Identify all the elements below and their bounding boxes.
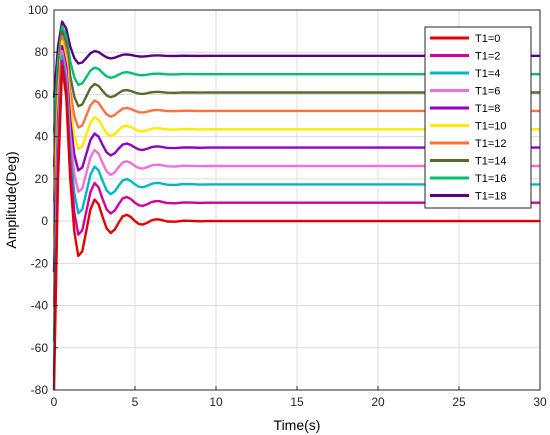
- x-tick-label: 15: [290, 395, 304, 409]
- legend-label: T1=8: [475, 103, 500, 115]
- x-tick-label: 30: [533, 395, 547, 409]
- series-line: [52, 59, 540, 377]
- y-axis-title: Amplitude(Deg): [3, 151, 19, 248]
- y-tick-label: 80: [35, 45, 49, 59]
- legend: T1=0 T1=2 T1=4 T1=6 T1=8 T1=10 T1=12 T1=14 T1=16…: [424, 26, 532, 209]
- y-tick-label: -60: [31, 341, 49, 355]
- series-line: [52, 30, 540, 168]
- y-tick-label: -20: [31, 256, 49, 270]
- y-tick-label: 40: [35, 130, 49, 144]
- x-tick-label: 10: [209, 395, 223, 409]
- series-line: [52, 64, 540, 391]
- series-line: [52, 35, 540, 203]
- y-tick-label: 60: [35, 87, 49, 101]
- x-tick-label: 20: [371, 395, 385, 409]
- legend-label: T1=14: [475, 156, 507, 168]
- legend-label: T1=18: [475, 191, 507, 203]
- series-line: [52, 40, 540, 238]
- series-line: [52, 20, 540, 98]
- x-tick-label: 25: [452, 395, 466, 409]
- series-line: [52, 25, 540, 133]
- y-tick-label: 100: [28, 3, 48, 17]
- series-lines: [52, 20, 540, 391]
- x-tick-label: 5: [132, 395, 139, 409]
- legend-label: T1=0: [475, 33, 500, 45]
- series-line: [52, 44, 540, 273]
- legend-label: T1=6: [475, 86, 500, 98]
- y-tick-label: -80: [31, 383, 49, 397]
- series-line: [52, 54, 540, 342]
- legend-label: T1=2: [475, 51, 500, 63]
- series-line: [52, 49, 540, 307]
- y-axis-ticks: -80 -60 -40 -20 0 20 40 60 80 100: [28, 3, 58, 397]
- x-axis-title: Time(s): [274, 417, 321, 433]
- legend-label: T1=10: [475, 121, 507, 133]
- y-tick-label: 0: [41, 214, 48, 228]
- y-tick-label: 20: [35, 172, 49, 186]
- x-axis-ticks: 0 5 10 15 20 25 30: [51, 386, 547, 409]
- legend-label: T1=16: [475, 173, 507, 185]
- legend-label: T1=12: [475, 138, 507, 150]
- legend-label: T1=4: [475, 68, 500, 80]
- y-tick-label: -40: [31, 299, 49, 313]
- x-tick-label: 0: [51, 395, 58, 409]
